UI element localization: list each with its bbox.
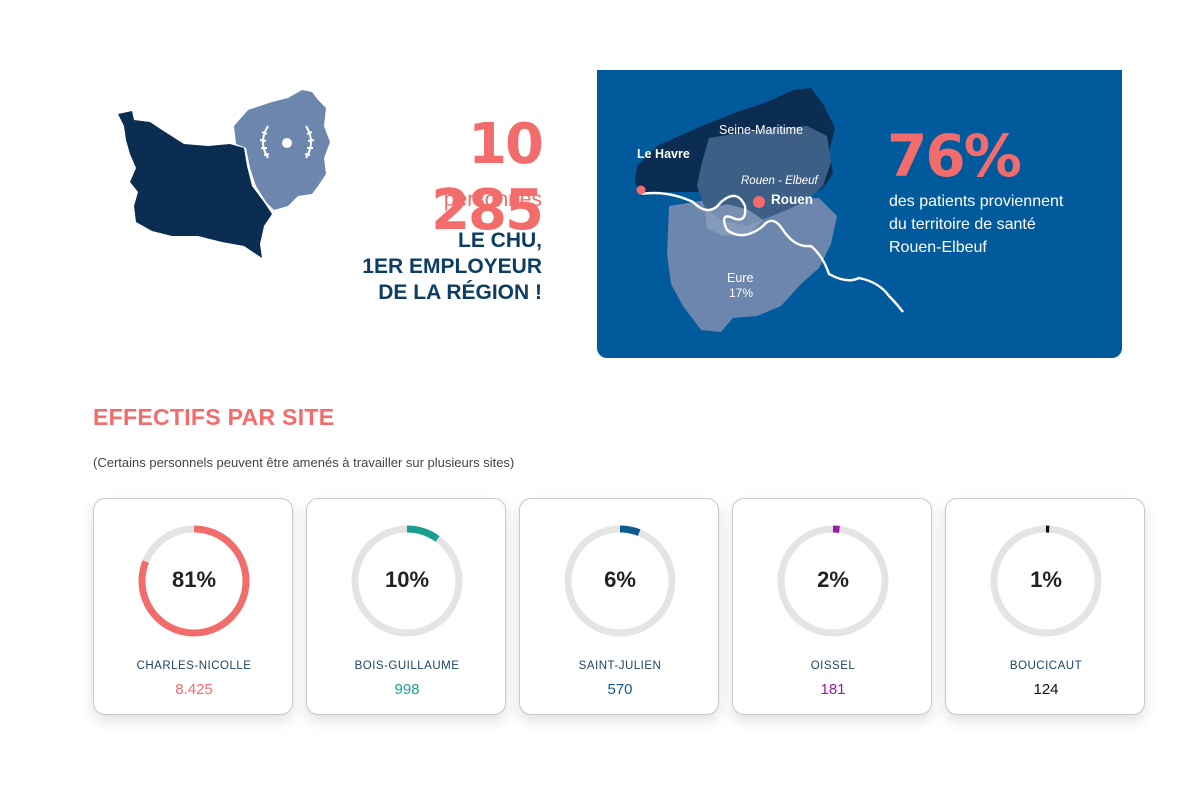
donut-arc: [564, 525, 676, 637]
patients-description-line: du territoire de santé: [889, 216, 1036, 233]
donut-chart: [138, 525, 250, 637]
donut-chart: [351, 525, 463, 637]
site-count: 124: [1033, 681, 1059, 698]
site-name: OISSEL: [810, 660, 856, 672]
territory-map-illustration: Seine-Maritime Le Havre Rouen - Elbeuf R…: [635, 88, 904, 332]
site-name: BOIS-GUILLAUME: [354, 660, 460, 672]
eure-region: [667, 198, 837, 332]
donut-chart: [990, 525, 1102, 637]
site-card-charles-nicolle: 81% CHARLES-NICOLLE 8.425: [93, 498, 293, 715]
patients-description-line: Rouen-Elbeuf: [889, 239, 987, 256]
rouen-elbeuf-inner: [705, 204, 763, 236]
site-name: CHARLES-NICOLLE: [136, 660, 252, 672]
site-cards: 81% CHARLES-NICOLLE 8.425 10% BOIS-GUILL…: [93, 498, 1145, 715]
site-name: BOUCICAUT: [1009, 660, 1083, 672]
lower-normandy-region: [118, 111, 272, 258]
laurel-icon: [259, 125, 315, 159]
site-card-saint-julien: 6% SAINT-JULIEN 570: [519, 498, 719, 715]
employer-claim: LE CHU, 1ER EMPLOYEUR DE LA RÉGION !: [330, 228, 542, 306]
employee-count-unit: personnes: [443, 188, 542, 211]
normandy-map-illustration: [118, 90, 330, 258]
patients-description-line: des patients proviennent: [889, 193, 1064, 210]
site-percent: 2%: [817, 567, 849, 592]
section-note: (Certains personnels peuvent être amenés…: [93, 455, 515, 470]
site-count: 570: [607, 681, 633, 698]
map-label-eure-percent: 17%: [729, 286, 753, 300]
donut-arc: [138, 525, 250, 637]
site-percent: 6%: [604, 567, 636, 592]
map-label-rouen-elbeuf: Rouen - Elbeuf: [741, 175, 820, 187]
site-card-bois-guillaume: 10% BOIS-GUILLAUME 998: [306, 498, 506, 715]
employer-claim-line: DE LA RÉGION !: [378, 281, 542, 304]
seine-river: [640, 191, 904, 313]
rouen-elbeuf-region: [697, 126, 831, 226]
site-card-oissel: 2% OISSEL 181: [732, 498, 932, 715]
le-havre-marker: [636, 185, 646, 195]
site-percent: 81%: [171, 567, 217, 592]
map-label-seine-maritime: Seine-Maritime: [719, 123, 803, 137]
site-percent: 1%: [1030, 567, 1062, 592]
site-name: SAINT-JULIEN: [578, 660, 662, 672]
donut-arc: [351, 525, 463, 637]
map-label-eure: Eure: [727, 271, 753, 285]
site-count: 181: [820, 681, 846, 698]
patients-description: des patients proviennent du territoire d…: [889, 190, 1109, 259]
map-label-rouen: Rouen: [771, 192, 813, 207]
employee-count: 10 285: [431, 112, 544, 243]
donut-chart: [564, 525, 676, 637]
employer-claim-line: 1ER EMPLOYEUR: [362, 255, 542, 278]
site-count: 8.425: [175, 681, 213, 698]
map-label-le-havre: Le Havre: [637, 147, 690, 161]
section-title: EFFECTIFS PAR SITE: [93, 404, 335, 430]
rouen-marker: [753, 196, 765, 208]
site-count: 998: [394, 681, 420, 698]
patients-percent: 76%: [887, 122, 1022, 190]
donut-arc: [777, 525, 889, 637]
donut-arc: [990, 525, 1102, 637]
site-card-boucicaut: 1% BOUCICAUT 124: [945, 498, 1145, 715]
site-percent: 10%: [384, 567, 430, 592]
employer-claim-line: LE CHU,: [458, 229, 542, 252]
patients-origin-card: Seine-Maritime Le Havre Rouen - Elbeuf R…: [597, 70, 1122, 358]
upper-normandy-region: [234, 90, 330, 210]
donut-chart: [777, 525, 889, 637]
